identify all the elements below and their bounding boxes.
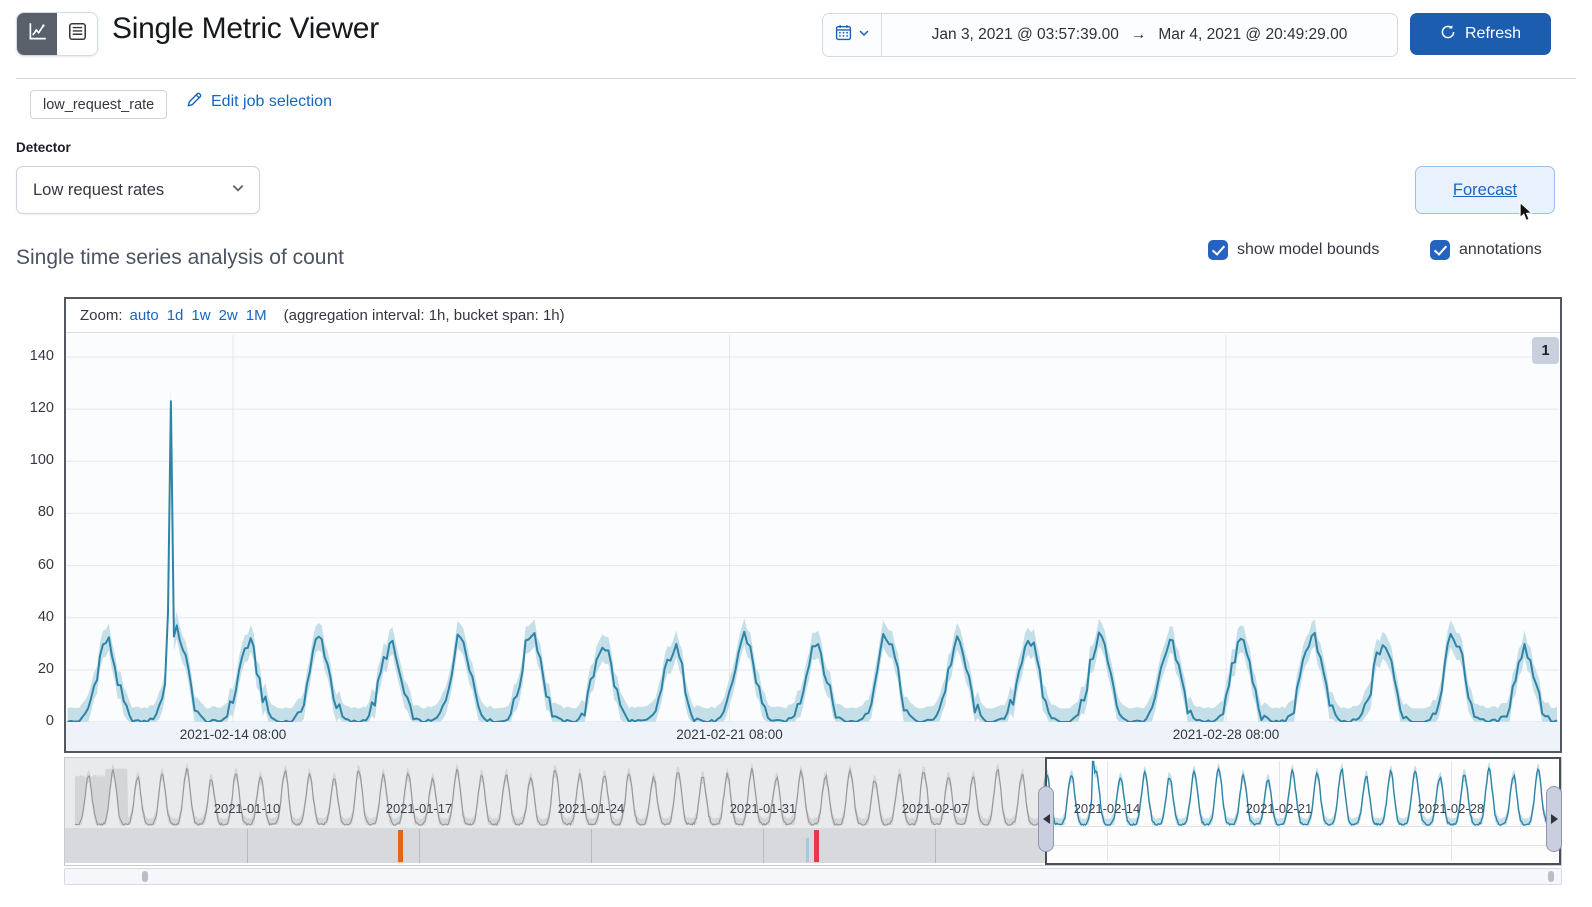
forecast-button[interactable]: Forecast xyxy=(1415,166,1555,214)
checkbox-checked-icon[interactable] xyxy=(1208,240,1228,260)
page-title: Single Metric Viewer xyxy=(112,12,379,45)
super-date-picker: Jan 3, 2021 @ 03:57:39.00 → Mar 4, 2021 … xyxy=(822,13,1398,57)
selection-axis-line xyxy=(1047,845,1559,846)
context-tick-label: 2021-02-28 xyxy=(1417,801,1485,816)
swimlane-week-separator xyxy=(246,829,248,863)
context-chart-unselected-area[interactable] xyxy=(65,758,1047,828)
refresh-icon xyxy=(1440,24,1456,45)
calendar-icon xyxy=(835,24,852,46)
refresh-button[interactable]: Refresh xyxy=(1410,13,1551,55)
data-table-icon xyxy=(68,22,87,46)
context-tick-label: 2021-02-21 xyxy=(1245,801,1313,816)
detector-select[interactable]: Low request rates xyxy=(16,166,260,214)
x-tick-label: 2021-02-14 08:00 xyxy=(179,727,287,742)
timeline-scrollbar-thumb-left[interactable] xyxy=(142,871,148,882)
edit-job-selection-label: Edit job selection xyxy=(211,93,332,110)
zoom-option-1M[interactable]: 1M xyxy=(245,307,267,324)
edit-job-selection-link[interactable]: Edit job selection xyxy=(186,91,332,113)
y-tick-label-140: 140 xyxy=(29,348,54,364)
triangle-left-icon xyxy=(1042,814,1050,824)
anomaly-marker-critical xyxy=(814,830,820,862)
triangle-right-icon xyxy=(1550,814,1558,824)
line-chart-icon xyxy=(28,22,47,46)
date-range-display: Jan 3, 2021 @ 03:57:39.00 → Mar 4, 2021 … xyxy=(882,14,1397,56)
brush-handle-right[interactable] xyxy=(1546,786,1562,852)
swimlane-week-separator xyxy=(934,829,936,863)
selection-axis-line xyxy=(1047,826,1559,827)
y-tick-label-40: 40 xyxy=(37,608,54,625)
zoom-option-1d[interactable]: 1d xyxy=(166,307,184,324)
swimlane-week-separator xyxy=(590,829,592,863)
brush-handle-left[interactable] xyxy=(1038,786,1054,852)
x-tick-label: 2021-02-21 08:00 xyxy=(676,727,783,742)
job-id-badge[interactable]: low_request_rate xyxy=(30,90,168,119)
zoom-option-2w[interactable]: 2w xyxy=(218,307,238,324)
anomaly-swimlane[interactable] xyxy=(65,828,1047,863)
annotation-tick-marker xyxy=(806,838,809,862)
date-picker-quick-menu-button[interactable] xyxy=(823,14,882,56)
swimlane-week-separator xyxy=(418,829,420,863)
anomaly-marker-major xyxy=(397,830,403,862)
zoom-option-1w[interactable]: 1w xyxy=(191,307,211,324)
zoom-option-auto[interactable]: auto xyxy=(129,307,159,324)
y-tick-label-0: 0 xyxy=(45,713,54,729)
swimlane-week-separator xyxy=(762,829,764,863)
table-view-button[interactable] xyxy=(57,13,97,55)
y-tick-label-20: 20 xyxy=(37,660,54,677)
chevron-down-icon xyxy=(858,26,870,44)
show-model-bounds-toggle[interactable]: show model bounds xyxy=(1208,240,1379,260)
date-range-start[interactable]: Jan 3, 2021 @ 03:57:39.00 xyxy=(931,26,1119,43)
context-tick-label: 2021-01-17 xyxy=(385,801,453,816)
y-tick-label-80: 80 xyxy=(37,504,54,521)
series-heading: Single time series analysis of count xyxy=(16,246,344,269)
y-tick-label-120: 120 xyxy=(29,400,54,417)
context-tick-label: 2021-01-31 xyxy=(729,801,797,816)
detector-label: Detector xyxy=(16,140,71,155)
context-tick-label: 2021-02-14 xyxy=(1073,801,1141,816)
zoom-links: auto 1d 1w 2w 1M xyxy=(130,307,267,324)
detector-selected-value: Low request rates xyxy=(33,180,165,199)
context-tick-label: 2021-01-10 xyxy=(213,801,281,816)
annotations-toggle[interactable]: annotations xyxy=(1430,240,1542,260)
focus-chart-plot-area xyxy=(66,333,1560,722)
checkbox-checked-icon[interactable] xyxy=(1430,240,1450,260)
annotation-count-badge[interactable]: 1 xyxy=(1532,337,1559,364)
chevron-down-icon xyxy=(231,181,245,200)
pencil-icon xyxy=(186,91,203,113)
annotations-label: annotations xyxy=(1459,241,1542,258)
context-tick-label: 2021-02-07 xyxy=(901,801,969,816)
y-tick-label-100: 100 xyxy=(29,452,54,469)
header-divider xyxy=(16,78,1576,79)
show-model-bounds-label: show model bounds xyxy=(1237,241,1380,258)
refresh-button-label: Refresh xyxy=(1464,25,1522,42)
aggregation-note: (aggregation interval: 1h, bucket span: … xyxy=(283,307,565,324)
x-tick-label: 2021-02-28 08:00 xyxy=(1172,727,1280,742)
focus-chart-zoom-controls: Zoom: auto 1d 1w 2w 1M (aggregation interval… xyxy=(66,299,1560,333)
view-toggle-group xyxy=(16,12,98,56)
y-tick-label-60: 60 xyxy=(37,556,54,573)
timeline-scrollbar-thumb-right[interactable] xyxy=(1548,871,1554,882)
date-range-arrow-icon: → xyxy=(1130,26,1147,43)
date-range-end[interactable]: Mar 4, 2021 @ 20:49:29.00 xyxy=(1158,26,1348,43)
focus-chart-x-axis-strip xyxy=(66,722,1560,751)
zoom-label: Zoom: xyxy=(80,307,123,324)
chart-view-button[interactable] xyxy=(17,13,57,55)
timeline-scrollbar[interactable] xyxy=(64,868,1562,885)
context-tick-label: 2021-01-24 xyxy=(557,801,625,816)
